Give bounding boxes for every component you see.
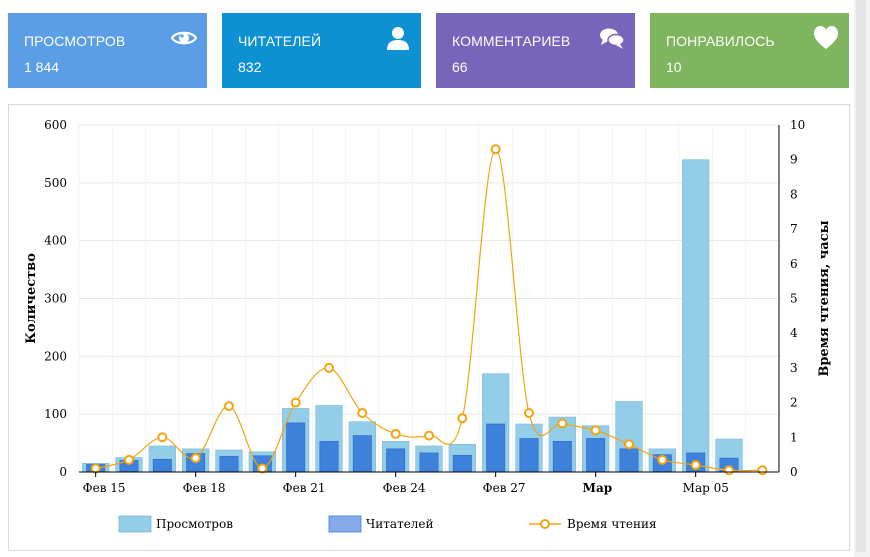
y-tick-label: 600 [44,118,67,132]
y2-tick-label: 9 [790,153,798,167]
y2-axis-title: Время чтения, часы [817,220,832,376]
reading-time-point [757,465,768,476]
reading-time-point [590,425,601,436]
y-tick-label: 200 [44,349,67,363]
bar-readers [452,454,472,473]
y-tick-label: 0 [59,465,67,479]
y2-tick-label: 10 [790,118,805,132]
bar-readers [286,422,306,473]
x-tick-label: Мар [583,481,612,495]
bar-readers [219,456,239,473]
legend-swatch-reading-time-marker [540,519,550,529]
legend-swatch-views [118,515,152,533]
reading-time-point [490,144,501,155]
reading-time-point [324,362,334,373]
reading-time-point [257,463,268,474]
stat-value: 66 [452,59,468,75]
reading-time-line [95,148,763,472]
y2-tick-label: 1 [790,430,798,444]
stat-card-likes[interactable]: ПОНРАВИЛОСЬ 10 [650,13,849,88]
x-tick-label: Фев 27 [483,481,526,495]
reading-time-point [557,418,568,429]
bar-readers [386,448,406,473]
stat-label: ЧИТАТЕЛЕЙ [238,33,322,49]
reading-time-point [224,401,234,412]
stat-card-readers[interactable]: ЧИТАТЕЛЕЙ 832 [222,13,421,88]
bar-readers [552,441,572,473]
y2-tick-label: 3 [790,361,798,375]
x-tick-label: Фев 18 [183,481,226,495]
stat-label: ПОНРАВИЛОСЬ [666,33,775,49]
chart-panel [8,104,850,551]
chart-axes: 0 100 200 300 400 500 600 0 1 2 3 4 5 6 7 8 9 10 Фев 15 Фев… [24,118,832,495]
scrollbar-thumb[interactable] [856,0,866,552]
y2-tick-label: 7 [790,222,798,236]
y2-tick-label: 0 [790,465,798,479]
reading-time-point [690,460,701,471]
comments-icon [600,28,625,49]
reading-time-point [90,463,101,474]
y2-tick-label: 2 [790,396,798,410]
chart-line [90,144,768,476]
x-tick-label: Фев 24 [383,481,426,495]
reading-time-point [624,439,634,450]
reading-time-point [524,408,534,419]
bar-views [682,159,710,473]
bar-readers [486,423,506,473]
stat-label: КОММЕНТАРИЕВ [452,33,571,49]
x-tick-label: Фев 21 [283,481,326,495]
stat-card-comments[interactable]: КОММЕНТАРИЕВ 66 [436,13,635,88]
reading-time-point [290,397,301,408]
reading-time-point [390,428,401,439]
bar-readers [619,448,639,473]
eye-icon [171,31,197,45]
reading-time-point [657,454,668,465]
legend-label-views: Просмотров [156,517,233,531]
y-tick-label: 300 [44,292,67,306]
reading-time-point [724,465,734,476]
x-tick-label: Мар 05 [683,481,729,495]
y2-tick-label: 8 [790,187,798,201]
stat-value: 1 844 [24,59,60,75]
stat-label: ПРОСМОТРОВ [24,33,126,49]
reading-time-point [190,453,201,464]
reading-time-point [457,413,468,424]
stats-row: ПРОСМОТРОВ 1 844 ЧИТАТЕЛЕЙ 832 КОММЕНТАР… [8,13,850,89]
bar-readers [152,458,172,473]
reading-time-point [157,432,168,443]
bar-readers [586,438,606,473]
bar-readers [352,435,372,473]
stat-value: 10 [666,59,682,75]
reading-time-point [357,408,368,419]
stat-value: 832 [238,59,262,75]
bar-readers [419,452,439,473]
legend-label-readers: Читателей [366,517,434,531]
y2-tick-label: 4 [790,326,798,340]
y-tick-label: 100 [44,407,67,421]
legend-swatch-readers [328,515,362,533]
legend-label-reading-time: Время чтения [567,517,657,531]
y-axis-title: Количество [24,253,39,344]
heart-icon [814,26,838,49]
reading-time-point [424,430,434,441]
y-tick-label: 500 [44,176,67,190]
y2-tick-label: 5 [790,292,798,306]
bar-readers [519,438,539,473]
y-tick-label: 400 [44,234,67,248]
user-icon [387,27,409,50]
stat-card-views[interactable]: ПРОСМОТРОВ 1 844 [8,13,207,88]
bar-readers [319,441,339,473]
chart-legend: Просмотров Читателей Время чтения [118,515,657,533]
chart-grid [78,124,780,473]
reading-time-point [124,454,134,465]
x-tick-label: Фев 15 [83,481,126,495]
y2-tick-label: 6 [790,257,798,271]
